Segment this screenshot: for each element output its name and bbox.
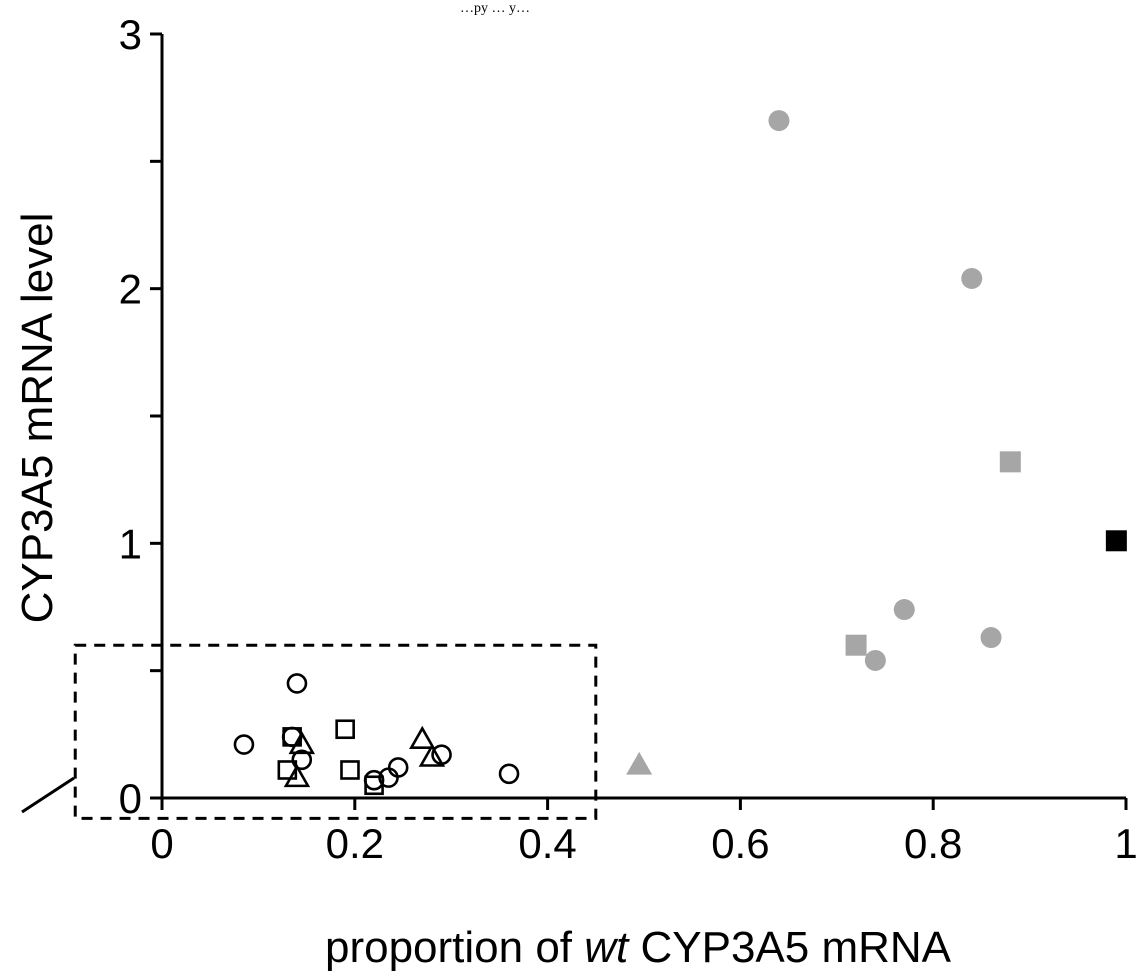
data-point-triangle-gray [626,751,653,775]
x-tick-label: 0.8 [904,820,962,867]
highlight-box [73,643,598,820]
x-tick-label: 0.2 [326,820,384,867]
data-point-square-open [335,719,355,740]
data-point-circle-open [291,749,313,771]
data-point-square-gray [999,451,1021,473]
y-tick-label: 2 [119,266,142,313]
data-point-square-black [1105,530,1127,552]
data-point-circle-gray [961,267,983,289]
x-tick-label: 0.4 [518,820,576,867]
x-axis-title: proportion of wt CYP3A5 mRNA [325,923,952,972]
data-point-circle-gray [768,110,790,132]
x-axis-title-prefix: proportion of [325,923,584,972]
y-tick-label: 0 [119,775,142,822]
x-tick-label: 0.6 [711,820,769,867]
data-point-triangle-open [409,725,436,749]
x-axis-title-suffix: CYP3A5 mRNA [628,923,951,972]
data-point-circle-open [233,734,255,755]
data-point-circle-gray [893,599,915,621]
data-point-circle-gray [980,627,1002,649]
data-point-circle-open [498,763,520,785]
axis-break-mark [21,776,75,814]
x-tick-label: 0 [150,820,173,867]
data-point-triangle-open [288,730,316,755]
data-point-circle-open [387,757,409,778]
data-point-square-open [364,775,384,796]
y-tick-label: 1 [119,520,142,567]
data-point-triangle-open [283,764,311,788]
header-note: …py … y… [460,1,530,16]
x-axis-title-italic: wt [584,923,630,972]
y-axis-title: CYP3A5 mRNA level [13,213,62,624]
data-point-square-gray [845,634,867,656]
x-tick-label: 1 [1114,820,1137,867]
data-point-square-open [340,760,360,780]
data-point-circle-open [286,673,308,694]
y-tick-label: 3 [119,11,142,58]
data-point-triangle-open [418,743,446,767]
data-point-circle-gray [864,649,886,671]
